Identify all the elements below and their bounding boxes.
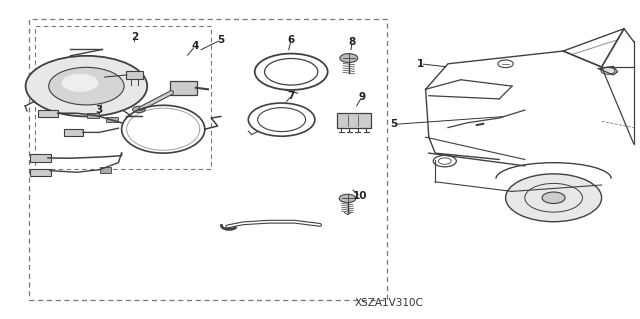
FancyBboxPatch shape bbox=[38, 110, 58, 117]
Text: 3: 3 bbox=[95, 105, 103, 115]
Text: 5: 5 bbox=[217, 35, 225, 45]
Text: 10: 10 bbox=[353, 191, 367, 201]
FancyBboxPatch shape bbox=[64, 129, 83, 136]
FancyBboxPatch shape bbox=[337, 113, 371, 128]
Text: 7: 7 bbox=[287, 91, 295, 101]
FancyBboxPatch shape bbox=[170, 81, 197, 95]
Circle shape bbox=[339, 194, 356, 203]
Text: 4: 4 bbox=[191, 41, 199, 51]
Text: 9: 9 bbox=[358, 92, 365, 102]
Ellipse shape bbox=[601, 67, 615, 74]
FancyBboxPatch shape bbox=[126, 71, 143, 79]
Circle shape bbox=[340, 54, 358, 63]
Text: 1: 1 bbox=[417, 59, 424, 69]
Text: 8: 8 bbox=[348, 37, 356, 47]
Circle shape bbox=[542, 192, 565, 204]
FancyBboxPatch shape bbox=[30, 169, 51, 176]
Text: 5: 5 bbox=[390, 119, 397, 130]
Text: 2: 2 bbox=[131, 32, 138, 42]
Text: 6: 6 bbox=[287, 34, 295, 45]
Circle shape bbox=[49, 67, 124, 105]
Circle shape bbox=[132, 106, 145, 113]
Text: XSZA1V310C: XSZA1V310C bbox=[355, 298, 424, 308]
FancyBboxPatch shape bbox=[30, 154, 51, 162]
FancyBboxPatch shape bbox=[100, 167, 111, 173]
Circle shape bbox=[62, 74, 99, 92]
Circle shape bbox=[26, 56, 147, 116]
FancyBboxPatch shape bbox=[106, 117, 118, 122]
Circle shape bbox=[506, 174, 602, 222]
FancyBboxPatch shape bbox=[87, 113, 99, 118]
